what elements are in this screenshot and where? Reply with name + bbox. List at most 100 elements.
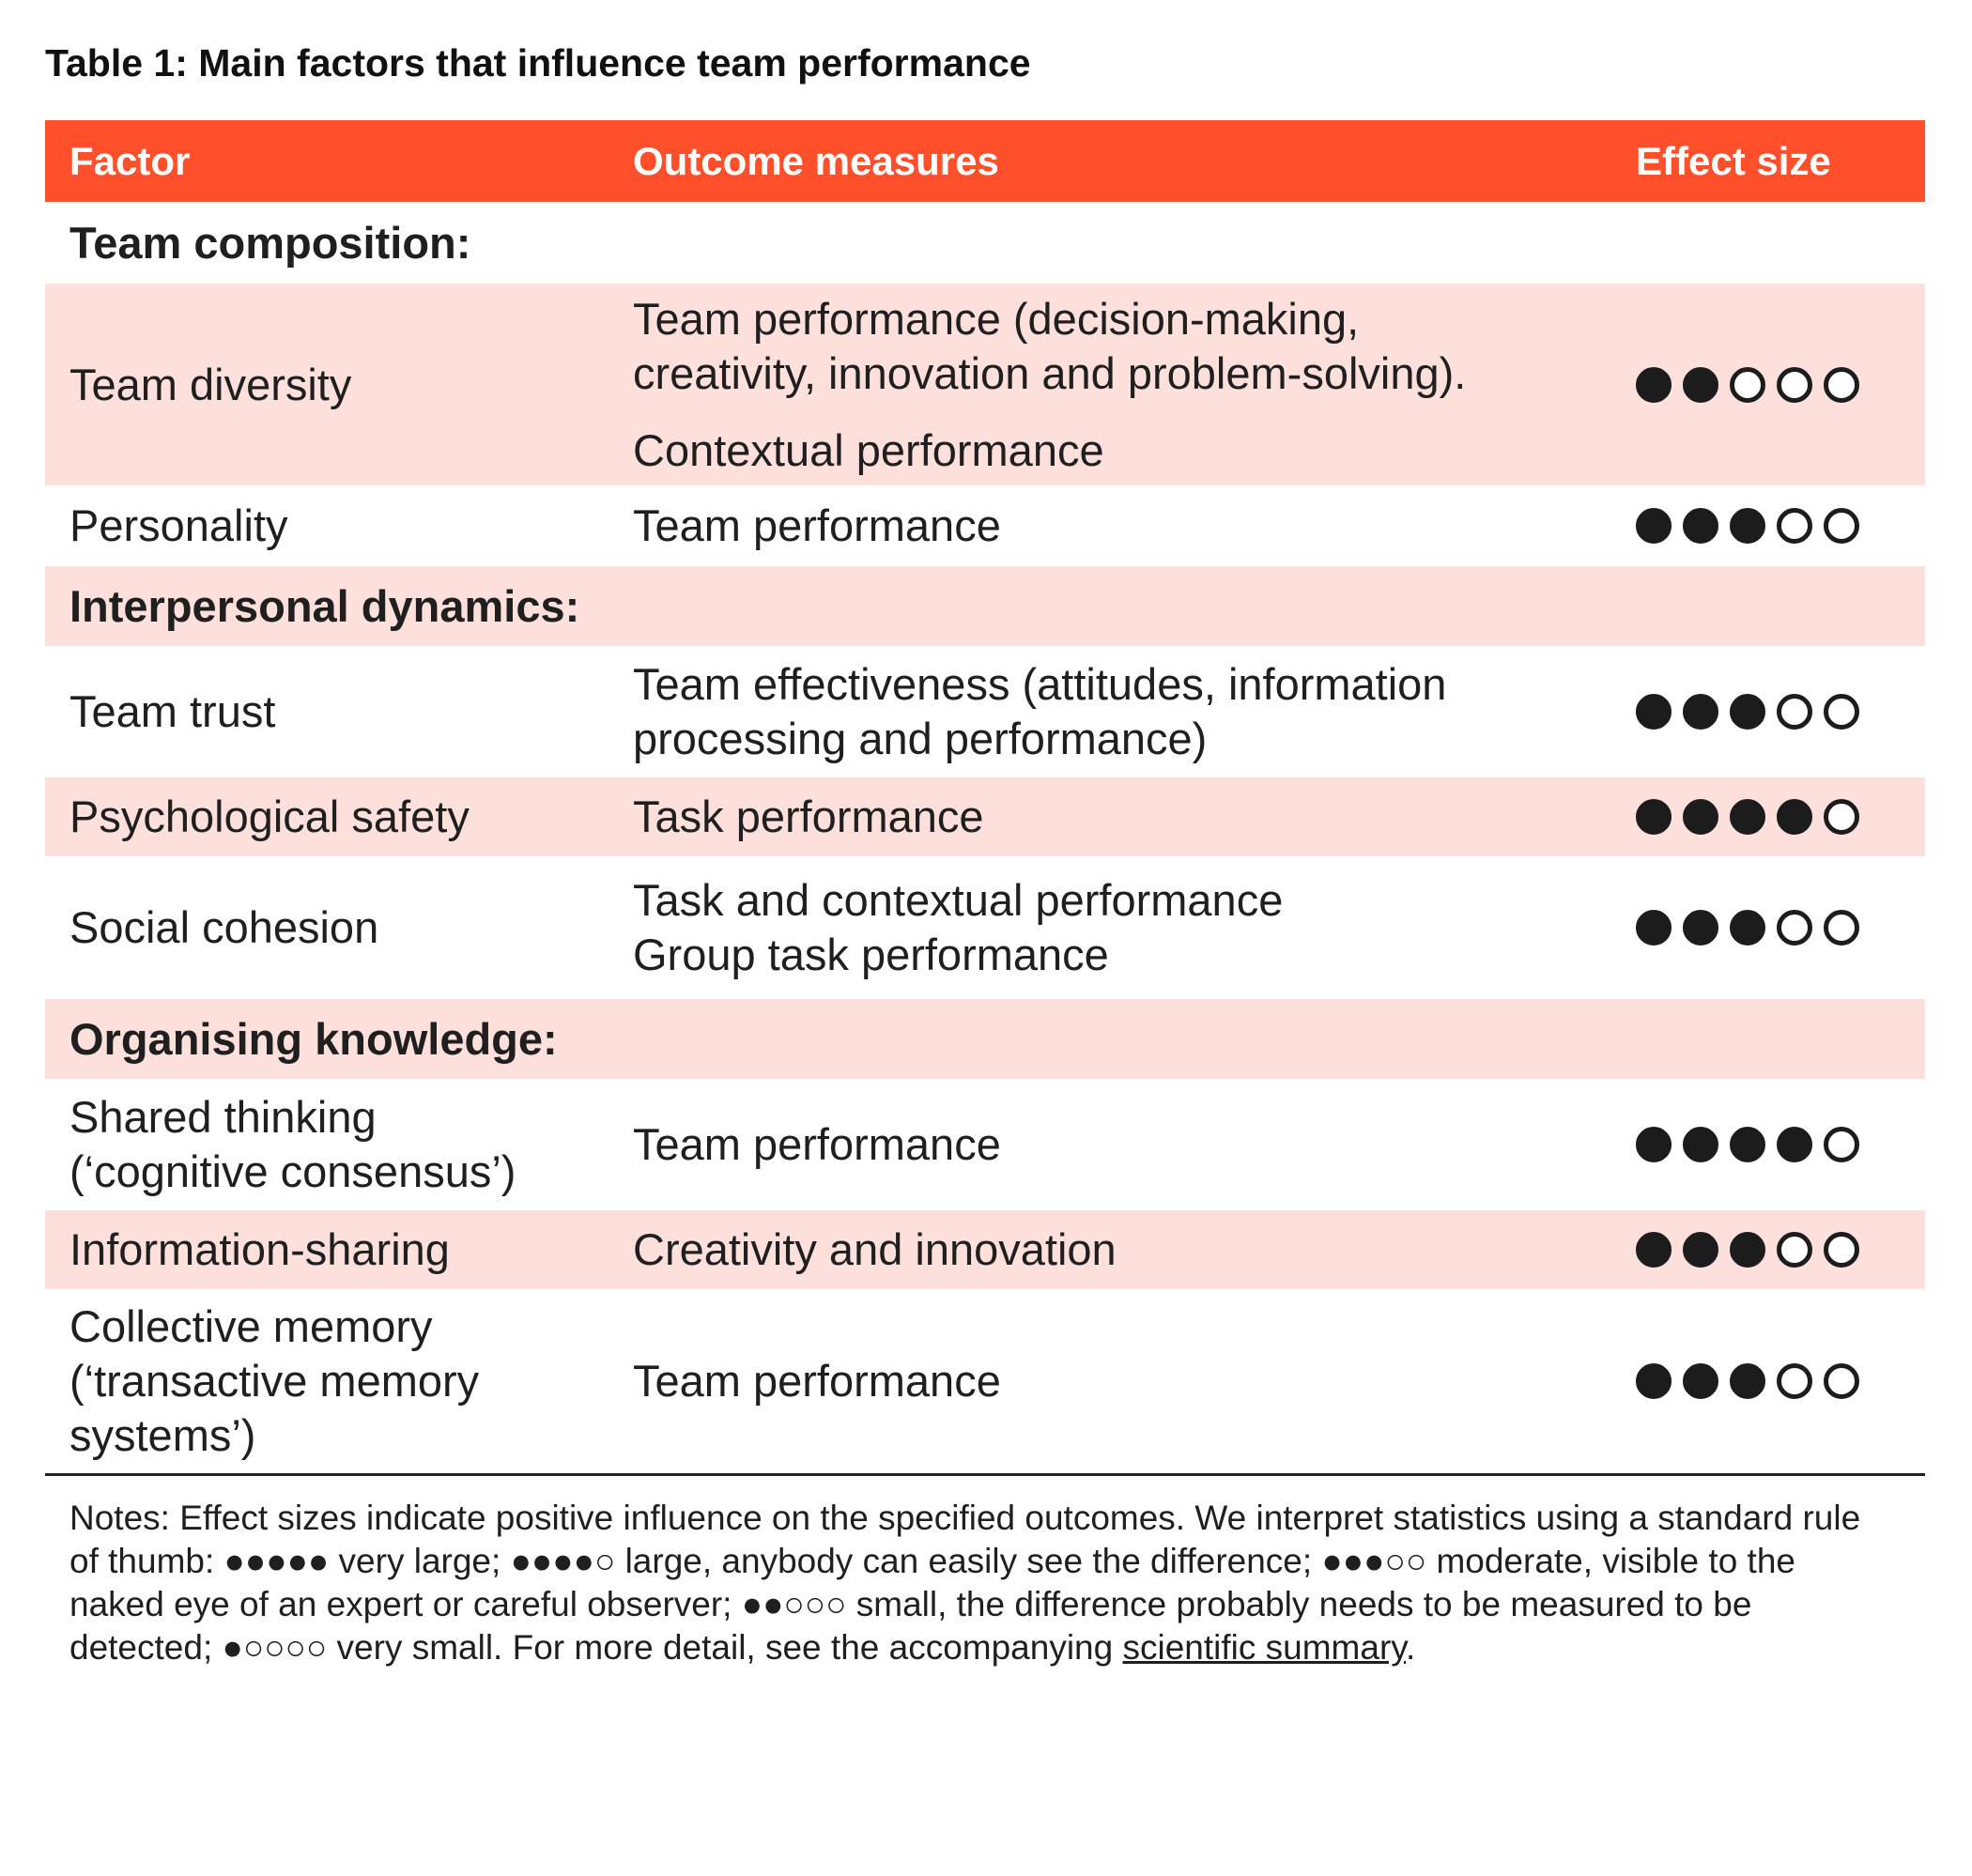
empty-dot-icon bbox=[1777, 910, 1812, 946]
empty-dot-icon bbox=[1824, 799, 1859, 835]
filled-dot-icon bbox=[1730, 1363, 1765, 1399]
effect-size-rating bbox=[1636, 799, 1918, 835]
table-row: Psychological safety Task performance bbox=[45, 777, 1925, 856]
empty-dot-icon bbox=[1824, 910, 1859, 946]
effect-size-rating bbox=[1636, 1232, 1918, 1268]
factor-text: Social cohesion bbox=[69, 902, 379, 952]
empty-dot-icon bbox=[1824, 508, 1859, 544]
filled-dot-icon bbox=[1636, 366, 1672, 403]
filled-dot-icon bbox=[1730, 508, 1765, 544]
factor-cell: Shared thinking (‘cognitive consensus’) bbox=[69, 1079, 595, 1210]
filled-dot-icon bbox=[1683, 1232, 1718, 1268]
outcome-text: Team performance bbox=[633, 500, 1001, 550]
factor-text: systems’) bbox=[69, 1410, 256, 1460]
table-bottom-rule bbox=[45, 1473, 1925, 1476]
effect-size-cell bbox=[1636, 856, 1918, 999]
factor-text: Team diversity bbox=[69, 359, 352, 409]
section-row: Organising knowledge: bbox=[45, 999, 1925, 1079]
factor-text: Psychological safety bbox=[69, 792, 470, 841]
factor-cell: Psychological safety bbox=[69, 777, 595, 856]
effect-size-cell bbox=[1636, 485, 1918, 566]
outcome-text: processing and performance) bbox=[633, 714, 1208, 763]
effect-size-rating bbox=[1636, 910, 1918, 946]
effect-size-cell bbox=[1636, 1079, 1918, 1210]
empty-dot-icon bbox=[1777, 508, 1812, 544]
effect-size-rating bbox=[1636, 1363, 1918, 1399]
table-row: Shared thinking (‘cognitive consensus’) Te… bbox=[45, 1079, 1925, 1210]
filled-dot-icon bbox=[1636, 1363, 1672, 1399]
factor-cell: Social cohesion bbox=[69, 856, 595, 999]
filled-dot-icon bbox=[1777, 1127, 1812, 1162]
table-title: Table 1: Main factors that influence tea… bbox=[45, 41, 1031, 85]
effect-size-cell bbox=[1636, 1210, 1918, 1289]
notes-end: . bbox=[1406, 1628, 1416, 1667]
filled-dot-icon bbox=[1636, 910, 1672, 946]
empty-dot-icon bbox=[1824, 1363, 1859, 1399]
outcome-text: Team effectiveness (attitudes, informati… bbox=[633, 659, 1447, 709]
factor-cell: Collective memory (‘transactive memory sys… bbox=[69, 1289, 595, 1473]
factors-table: Factor Outcome measures Effect size Team… bbox=[45, 120, 1925, 1476]
section-heading: Organising knowledge: bbox=[69, 1014, 558, 1064]
effect-size-rating bbox=[1636, 1127, 1918, 1162]
filled-dot-icon bbox=[1730, 1127, 1765, 1162]
header-factor: Factor bbox=[69, 138, 191, 183]
table-row: Team trust Team effectiveness (attitudes,… bbox=[45, 646, 1925, 777]
factor-cell: Information-sharing bbox=[69, 1210, 595, 1289]
outcome-text: Contextual performance bbox=[633, 424, 1104, 475]
filled-dot-icon bbox=[1683, 799, 1718, 835]
outcome-cell: Team performance bbox=[633, 485, 1610, 566]
table-notes: Notes: Effect sizes indicate positive in… bbox=[69, 1497, 1891, 1669]
filled-dot-icon bbox=[1730, 910, 1765, 946]
outcome-text: Task performance bbox=[633, 792, 984, 841]
filled-dot-icon bbox=[1636, 508, 1672, 544]
filled-dot-icon bbox=[1683, 508, 1718, 544]
filled-dot-icon bbox=[1683, 1363, 1718, 1399]
header-effect-size: Effect size bbox=[1636, 138, 1831, 183]
notes-text: Notes: Effect sizes indicate positive in… bbox=[69, 1499, 1861, 1667]
factor-cell: Team trust bbox=[69, 646, 595, 777]
table-row: Personality Team performance bbox=[45, 485, 1925, 566]
factor-cell: Team diversity bbox=[69, 284, 595, 485]
header-outcome-measures: Outcome measures bbox=[633, 138, 999, 183]
factor-text: (‘cognitive consensus’) bbox=[69, 1146, 516, 1196]
empty-dot-icon bbox=[1730, 366, 1765, 403]
table-row: Information-sharing Creativity and innova… bbox=[45, 1210, 1925, 1289]
effect-size-rating bbox=[1636, 694, 1918, 730]
outcome-text: Task and contextual performance bbox=[633, 875, 1284, 925]
effect-size-rating bbox=[1636, 508, 1918, 544]
filled-dot-icon bbox=[1730, 694, 1765, 730]
scientific-summary-link[interactable]: scientific summary bbox=[1122, 1628, 1407, 1667]
outcome-cell: Task performance bbox=[633, 777, 1610, 856]
outcome-text: Group task performance bbox=[633, 930, 1109, 979]
filled-dot-icon bbox=[1730, 1232, 1765, 1268]
empty-dot-icon bbox=[1777, 694, 1812, 730]
factor-text: (‘transactive memory bbox=[69, 1356, 480, 1406]
factor-cell: Personality bbox=[69, 485, 595, 566]
empty-dot-icon bbox=[1777, 366, 1812, 403]
outcome-text: creativity, innovation and problem-solvi… bbox=[633, 347, 1467, 398]
empty-dot-icon bbox=[1824, 366, 1859, 403]
factor-text: Shared thinking bbox=[69, 1092, 377, 1142]
outcome-text: Creativity and innovation bbox=[633, 1224, 1117, 1274]
outcome-text: Team performance (decision-making, bbox=[633, 293, 1360, 344]
factor-text: Personality bbox=[69, 500, 288, 550]
outcome-cell: Team effectiveness (attitudes, informati… bbox=[633, 646, 1610, 777]
table-row: Collective memory (‘transactive memory sys… bbox=[45, 1289, 1925, 1473]
filled-dot-icon bbox=[1636, 1127, 1672, 1162]
empty-dot-icon bbox=[1824, 1232, 1859, 1268]
empty-dot-icon bbox=[1777, 1232, 1812, 1268]
filled-dot-icon bbox=[1683, 910, 1718, 946]
table-row: Social cohesion Task and contextual perfo… bbox=[45, 856, 1925, 999]
table-body: Team composition: Team diversity Team perf… bbox=[45, 202, 1925, 1473]
section-row: Team composition: bbox=[45, 202, 1925, 284]
outcome-spacer bbox=[633, 401, 1610, 423]
filled-dot-icon bbox=[1683, 694, 1718, 730]
section-row: Interpersonal dynamics: bbox=[45, 566, 1925, 646]
effect-size-cell bbox=[1636, 777, 1918, 856]
filled-dot-icon bbox=[1636, 694, 1672, 730]
effect-size-cell bbox=[1636, 1289, 1918, 1473]
table-row: Team diversity Team performance (decision… bbox=[45, 284, 1925, 485]
effect-size-cell bbox=[1636, 284, 1918, 485]
filled-dot-icon bbox=[1683, 1127, 1718, 1162]
outcome-cell: Creativity and innovation bbox=[633, 1210, 1610, 1289]
